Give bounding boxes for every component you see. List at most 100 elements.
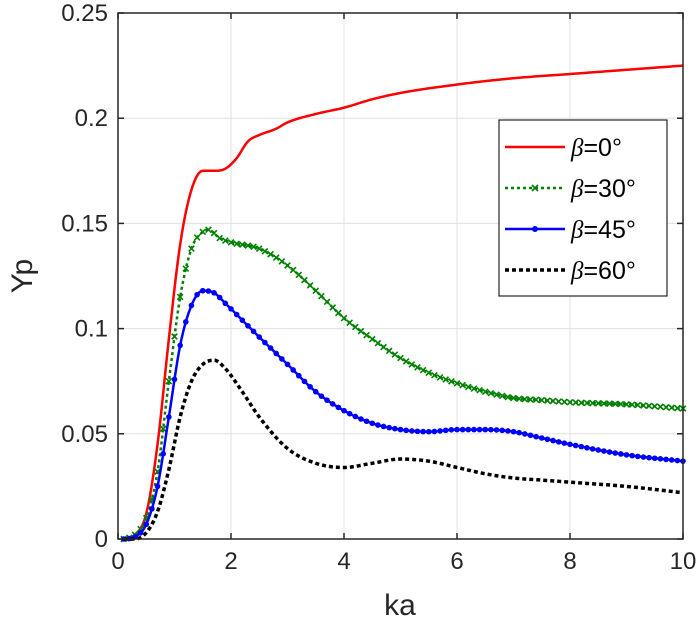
series-marker	[402, 357, 410, 365]
series-markers-2	[120, 287, 686, 542]
series-marker	[651, 402, 659, 410]
series-marker	[645, 402, 653, 410]
series-marker	[329, 401, 336, 407]
series-marker	[256, 334, 263, 340]
series-marker	[278, 258, 286, 265]
series-marker	[255, 245, 263, 253]
series-marker	[493, 427, 500, 433]
series-marker	[165, 377, 173, 385]
series-marker	[442, 376, 450, 383]
series-marker	[199, 228, 207, 236]
series-marker	[193, 234, 201, 241]
series-marker	[601, 448, 607, 454]
series-marker	[611, 400, 619, 408]
series-marker	[549, 397, 557, 405]
legend-value-2: =45°	[583, 216, 635, 244]
series-marker	[673, 404, 681, 412]
series-marker	[188, 245, 195, 253]
series-marker	[482, 426, 489, 433]
series-marker	[301, 378, 308, 385]
legend-label-2: β=45°	[570, 216, 636, 244]
series-marker	[510, 428, 517, 435]
series-marker	[504, 393, 512, 401]
series-marker	[391, 351, 399, 358]
series-marker	[284, 361, 291, 368]
series-marker	[262, 339, 268, 346]
series-marker	[538, 435, 545, 441]
series-marker	[555, 398, 563, 405]
series-marker	[295, 271, 303, 279]
series-marker	[425, 428, 432, 435]
series-marker	[606, 449, 613, 455]
series-marker	[385, 347, 393, 355]
legend-box	[498, 119, 668, 297]
series-marker	[239, 317, 246, 323]
series-marker	[578, 443, 585, 450]
series-marker	[544, 397, 551, 404]
series-marker	[312, 287, 320, 295]
series-marker	[560, 398, 568, 406]
y-tick-label: 0.05	[61, 421, 108, 448]
series-marker	[629, 452, 635, 459]
series-marker	[498, 392, 506, 400]
series-marker	[437, 428, 443, 434]
series-marker	[306, 282, 314, 289]
series-marker	[166, 414, 172, 420]
series-marker	[505, 428, 511, 434]
series-marker	[470, 385, 478, 392]
y-tick-label: 0.1	[75, 316, 108, 343]
legend-label-0: β=0°	[570, 134, 622, 162]
series-marker	[459, 426, 466, 433]
series-marker	[634, 401, 642, 409]
series-marker	[589, 399, 596, 407]
series-marker	[233, 240, 241, 248]
series-marker	[318, 292, 325, 300]
series-marker	[544, 436, 551, 443]
series-marker	[584, 444, 590, 451]
series-marker	[335, 404, 342, 411]
series-marker	[182, 265, 190, 273]
series-marker	[154, 483, 161, 490]
series-marker	[572, 399, 580, 406]
series-marker	[628, 401, 636, 409]
series-marker	[358, 416, 364, 422]
series-marker	[516, 429, 522, 436]
series-marker	[211, 290, 217, 296]
series-marker	[386, 424, 393, 431]
series-line-2	[123, 289, 684, 541]
series-marker	[600, 400, 608, 407]
series-marker	[301, 276, 308, 284]
series-marker	[171, 376, 178, 383]
series-marker	[221, 237, 229, 244]
legend-label-3: β=60°	[570, 257, 636, 285]
series-marker	[369, 420, 376, 427]
series-marker	[149, 506, 155, 512]
series-marker	[589, 446, 596, 452]
series-line-3	[123, 358, 684, 541]
y-axis-title: Yp	[6, 259, 39, 293]
series-marker	[662, 403, 670, 411]
series-marker	[346, 410, 353, 417]
legend-value-0: =0°	[583, 134, 622, 162]
legend-beta-0: β	[570, 135, 584, 162]
axes: 0 2 4 6 8 10 0 0.05 0.1 0.15 0.2 0.25	[61, 0, 696, 575]
series-marker	[171, 333, 178, 340]
series-marker	[606, 400, 613, 407]
series-marker	[454, 426, 460, 433]
series-marker	[363, 418, 370, 425]
series-marker	[527, 432, 534, 439]
series-marker	[583, 399, 591, 407]
series-marker	[476, 386, 483, 394]
series-marker	[674, 457, 681, 464]
series-marker	[419, 366, 427, 374]
series-marker	[577, 399, 585, 407]
series-marker	[233, 311, 240, 318]
series-marker	[380, 343, 387, 351]
series-marker	[267, 345, 274, 351]
series-marker	[205, 226, 212, 234]
series-marker	[307, 383, 313, 390]
y-tick-label: 0.15	[61, 210, 108, 237]
series-marker	[465, 426, 472, 433]
series-marker	[521, 395, 529, 403]
series-marker	[431, 428, 438, 435]
